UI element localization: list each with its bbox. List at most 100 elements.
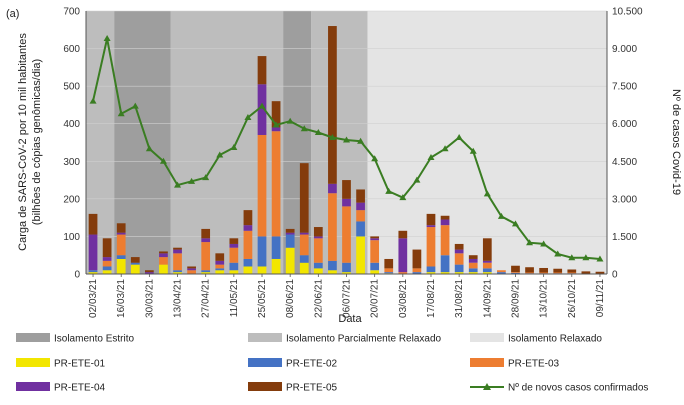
bar-pr-ete-03-29 — [497, 270, 506, 272]
y2-tick-label-10.500: 10.500 — [612, 7, 643, 18]
bar-pr-ete-04-9 — [215, 261, 224, 265]
bar-pr-ete-02-15 — [300, 255, 309, 263]
bar-pr-ete-03-12 — [258, 135, 267, 236]
legend-label-isolamento-relaxado: Isolamento Relaxado — [508, 334, 602, 345]
bar-pr-ete-05-4 — [145, 270, 154, 272]
bar-pr-ete-01-11 — [244, 266, 253, 274]
bar-pr-ete-04-8 — [201, 238, 210, 242]
x-tick-label-11/05/21: 11/05/21 — [229, 279, 240, 318]
bar-pr-ete-02-12 — [258, 236, 267, 266]
bar-pr-ete-04-27 — [469, 259, 478, 263]
bar-pr-ete-03-27 — [469, 263, 478, 269]
bar-pr-ete-02-17 — [328, 261, 337, 270]
bar-pr-ete-03-16 — [314, 238, 323, 262]
bar-pr-ete-03-33 — [553, 272, 562, 273]
bar-pr-ete-05-11 — [244, 210, 253, 225]
bar-pr-ete-04-28 — [483, 261, 492, 263]
bar-pr-ete-05-0 — [89, 214, 98, 235]
bar-pr-ete-03-1 — [103, 261, 112, 267]
x-tick-label-25/05/21: 25/05/21 — [257, 279, 268, 318]
bar-pr-ete-05-14 — [286, 229, 295, 233]
legend-label-n-de-novos-casos-confirmados: Nº de novos casos confirmados — [508, 383, 648, 394]
bar-pr-ete-05-23 — [413, 250, 422, 269]
bar-pr-ete-04-22 — [398, 238, 407, 272]
legend-swatch-isolamento-estrito — [16, 333, 50, 342]
bar-pr-ete-05-12 — [258, 56, 267, 84]
bar-pr-ete-05-31 — [525, 267, 534, 272]
bar-pr-ete-05-16 — [314, 227, 323, 236]
legend-swatch-pr-ete-04 — [16, 382, 50, 391]
bar-pr-ete-05-35 — [582, 271, 591, 273]
x-tick-label-09/11/21: 09/11/21 — [595, 279, 606, 318]
bar-pr-ete-01-5 — [159, 265, 168, 274]
bar-pr-ete-04-0 — [89, 235, 98, 271]
x-tick-label-22/06/21: 22/06/21 — [313, 279, 324, 318]
bar-pr-ete-05-26 — [455, 244, 464, 250]
bar-pr-ete-05-36 — [596, 272, 605, 274]
x-tick-label-08/06/21: 08/06/21 — [285, 279, 296, 318]
bar-pr-ete-05-8 — [201, 229, 210, 238]
x-tick-label-30/03/21: 30/03/21 — [144, 279, 155, 318]
legend-label-isolamento-estrito: Isolamento Estrito — [54, 334, 134, 345]
y-axis-title-line2: (bilhões de cópias genômicas/dia) — [31, 59, 43, 225]
bar-pr-ete-05-1 — [103, 238, 112, 257]
bar-pr-ete-01-3 — [131, 265, 140, 274]
bar-pr-ete-02-9 — [215, 268, 224, 270]
x-tick-label-31/08/21: 31/08/21 — [454, 279, 465, 318]
bar-pr-ete-04-1 — [103, 257, 112, 261]
bar-pr-ete-02-24 — [427, 266, 436, 272]
bar-pr-ete-05-5 — [159, 251, 168, 253]
bar-pr-ete-04-24 — [427, 225, 436, 227]
bar-pr-ete-05-15 — [300, 163, 309, 233]
bar-pr-ete-03-34 — [567, 272, 576, 273]
legend-label-pr-ete-03: PR-ETE-03 — [508, 359, 560, 370]
bar-pr-ete-03-17 — [328, 193, 337, 261]
panel-label: (a) — [6, 8, 19, 20]
bar-pr-ete-03-21 — [384, 268, 393, 272]
bar-pr-ete-05-28 — [483, 238, 492, 261]
bar-pr-ete-01-13 — [272, 259, 281, 274]
x-tick-label-06/07/21: 06/07/21 — [342, 279, 353, 318]
bar-pr-ete-02-11 — [244, 259, 253, 267]
bar-pr-ete-04-18 — [342, 199, 351, 207]
bar-pr-ete-05-18 — [342, 180, 351, 199]
bar-pr-ete-02-1 — [103, 266, 112, 270]
bar-pr-ete-05-33 — [553, 269, 562, 273]
bar-pr-ete-01-17 — [328, 270, 337, 274]
legend-swatch-isolamento-relaxado — [470, 333, 504, 342]
bar-pr-ete-04-25 — [441, 220, 450, 226]
bar-pr-ete-04-20 — [370, 238, 379, 240]
bar-pr-ete-03-8 — [201, 242, 210, 270]
y-tick-label-500: 500 — [63, 82, 80, 93]
bar-pr-ete-04-26 — [455, 250, 464, 254]
y-tick-label-600: 600 — [63, 44, 80, 55]
bar-pr-ete-03-25 — [441, 225, 450, 255]
bar-pr-ete-03-13 — [272, 131, 281, 236]
bar-pr-ete-01-15 — [300, 263, 309, 274]
bar-pr-ete-04-19 — [356, 203, 365, 211]
bar-pr-ete-04-14 — [286, 233, 295, 235]
legend-label-pr-ete-02: PR-ETE-02 — [286, 359, 338, 370]
y-tick-label-700: 700 — [63, 7, 80, 18]
bar-pr-ete-02-26 — [455, 265, 464, 273]
bar-pr-ete-03-10 — [229, 248, 238, 263]
bar-pr-ete-03-23 — [413, 268, 422, 272]
bar-pr-ete-04-17 — [328, 184, 337, 193]
x-tick-label-03/08/21: 03/08/21 — [398, 279, 409, 318]
bar-pr-ete-03-18 — [342, 206, 351, 262]
bar-pr-ete-02-28 — [483, 268, 492, 272]
bar-pr-ete-05-9 — [215, 253, 224, 261]
bar-pr-ete-05-24 — [427, 214, 436, 225]
y2-tick-label-0: 0 — [612, 270, 618, 281]
bar-pr-ete-05-27 — [469, 255, 478, 259]
bar-pr-ete-02-20 — [370, 263, 379, 271]
bar-pr-ete-05-10 — [229, 238, 238, 244]
bar-pr-ete-04-13 — [272, 127, 281, 131]
bar-pr-ete-04-11 — [244, 225, 253, 231]
bar-pr-ete-05-17 — [328, 26, 337, 184]
legend-swatch-pr-ete-01 — [16, 358, 50, 367]
bar-pr-ete-04-6 — [173, 250, 182, 254]
bar-pr-ete-03-11 — [244, 231, 253, 259]
bar-pr-ete-05-6 — [173, 248, 182, 250]
